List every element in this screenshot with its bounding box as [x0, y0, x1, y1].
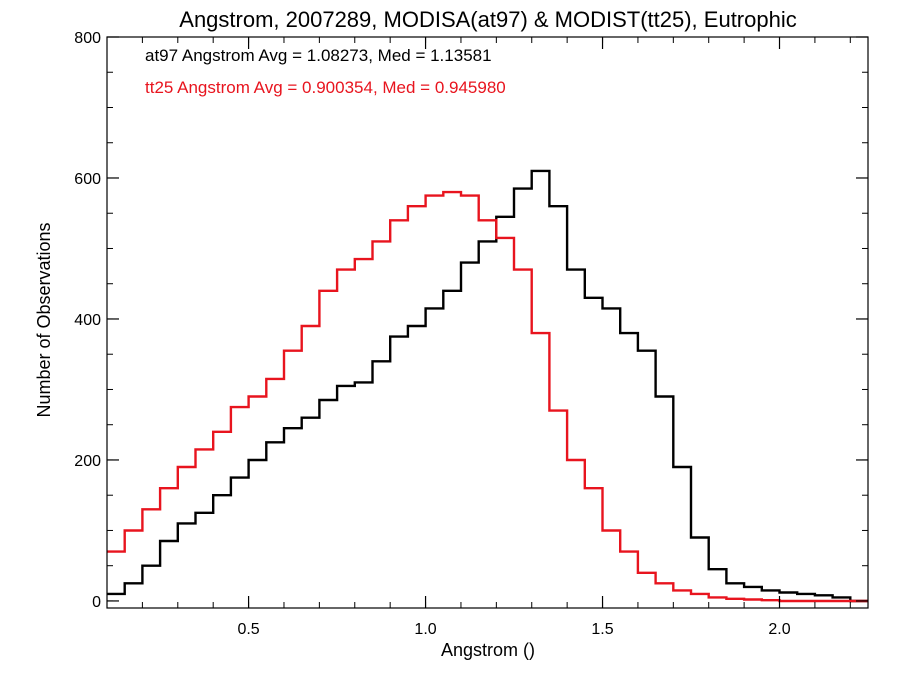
axes-layer: 0.5 1.0 1.5 2.0 0 200 400 600 800: [74, 30, 869, 638]
series-line-1: [107, 190, 868, 603]
y-tick-label: 800: [74, 30, 101, 47]
y-axis-label: Number of Observations: [34, 222, 54, 417]
series-line-0: [107, 169, 868, 603]
y-tick-label: 600: [74, 171, 101, 188]
annotation-tt25: tt25 Angstrom Avg = 0.900354, Med = 0.94…: [145, 78, 506, 97]
x-tick-label: 1.5: [591, 621, 613, 638]
y-tick-label: 200: [74, 453, 101, 470]
chart-title: Angstrom, 2007289, MODISA(at97) & MODIST…: [179, 7, 796, 32]
annotation-at97: at97 Angstrom Avg = 1.08273, Med = 1.135…: [145, 46, 492, 65]
plot-frame: [106, 36, 869, 609]
y-tick-label: 0: [92, 594, 101, 611]
x-tick-label: 0.5: [237, 621, 259, 638]
x-tick-label: 2.0: [768, 621, 790, 638]
x-tick-label: 1.0: [414, 621, 436, 638]
y-tick-label: 400: [74, 312, 101, 329]
x-axis-label: Angstrom (): [441, 640, 535, 660]
series-layer: [107, 169, 868, 603]
